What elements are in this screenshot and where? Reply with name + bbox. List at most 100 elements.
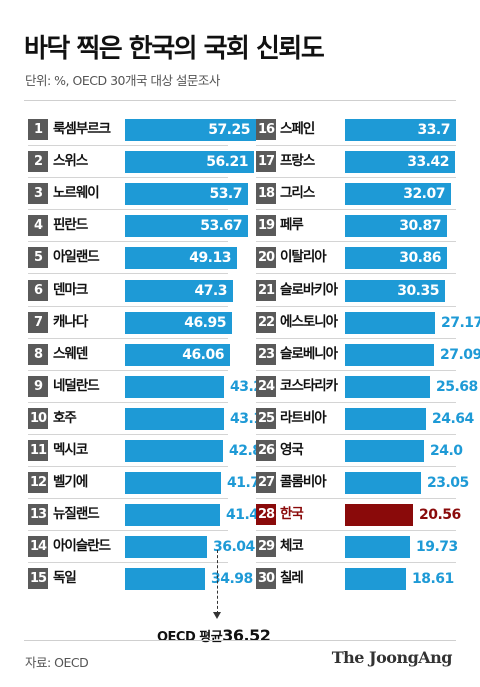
country-label: 독일: [53, 570, 77, 586]
average-label: OECD 평균36.52: [157, 626, 271, 645]
bar-mark: [345, 183, 451, 205]
rank-badge: 7: [28, 312, 48, 333]
country-label: 슬로바키아: [280, 282, 338, 298]
rank-badge: 15: [28, 568, 48, 589]
bar-mark: [345, 119, 456, 141]
data-label: 33.7: [417, 122, 450, 138]
row-divider: [28, 370, 228, 371]
data-label: 46.95: [184, 315, 226, 331]
top-divider: [24, 100, 456, 101]
data-label: 24.64: [432, 411, 474, 427]
country-label: 아일랜드: [53, 249, 100, 265]
bar-mark: [125, 376, 224, 398]
country-label: 스위스: [53, 153, 88, 169]
row-divider: [256, 530, 456, 531]
rank-badge: 18: [256, 183, 276, 204]
row-divider: [256, 306, 456, 307]
data-label: 43.2: [230, 379, 263, 395]
country-label: 콜롬비아: [280, 474, 327, 490]
country-label: 칠레: [280, 570, 304, 586]
country-label: 네덜란드: [53, 378, 100, 394]
data-label: 33.42: [407, 154, 449, 170]
country-label: 스웨덴: [53, 346, 88, 362]
country-label: 에스토니아: [280, 314, 338, 330]
row-divider: [28, 562, 228, 563]
rank-badge: 25: [256, 408, 276, 429]
data-label: 34.98: [211, 571, 253, 587]
country-label: 뉴질랜드: [53, 506, 100, 522]
chart-subtitle: 단위: %, OECD 30개국 대상 설문조사: [25, 73, 220, 88]
data-label: 53.7: [209, 186, 242, 202]
bar-mark: [345, 151, 455, 173]
row-divider: [256, 241, 456, 242]
rank-badge: 10: [28, 408, 48, 429]
row-divider: [28, 273, 228, 274]
row-divider: [28, 530, 228, 531]
bar-mark: [125, 344, 230, 366]
row-divider: [256, 209, 456, 210]
bar-mark: [345, 312, 435, 334]
bar-mark: [125, 408, 224, 430]
rank-badge: 23: [256, 344, 276, 365]
bar-mark: [345, 472, 421, 494]
row-divider: [256, 370, 456, 371]
data-label: 23.05: [427, 475, 469, 491]
chart-title: 바닥 찍은 한국의 국회 신뢰도: [24, 34, 325, 64]
rank-badge: 27: [256, 472, 276, 493]
data-label: 27.09: [440, 347, 480, 363]
rank-badge: 24: [256, 376, 276, 397]
rank-badge: 26: [256, 440, 276, 461]
row-divider: [28, 145, 228, 146]
bar-mark: [345, 376, 430, 398]
rank-badge: 12: [28, 472, 48, 493]
average-arrow-icon: [213, 612, 221, 619]
row-divider: [28, 498, 228, 499]
rank-badge: 8: [28, 344, 48, 365]
source-note: 자료: OECD: [25, 655, 89, 670]
rank-badge: 30: [256, 568, 276, 589]
row-divider: [256, 273, 456, 274]
bar-mark: [125, 472, 221, 494]
rank-badge: 4: [28, 215, 48, 236]
data-label: 30.86: [399, 250, 441, 266]
average-line: [217, 550, 218, 614]
data-label: 30.87: [399, 218, 441, 234]
row-divider: [28, 402, 228, 403]
bar-mark: [345, 408, 426, 430]
data-label: 53.67: [200, 218, 242, 234]
country-label: 한국: [280, 506, 304, 522]
data-label: 18.61: [412, 571, 454, 587]
bar-mark: [125, 312, 232, 334]
rank-badge: 2: [28, 151, 48, 172]
country-label: 호주: [53, 410, 77, 426]
rank-badge: 20: [256, 247, 276, 268]
rank-badge: 1: [28, 119, 48, 140]
row-divider: [28, 306, 228, 307]
country-label: 이탈리아: [280, 249, 327, 265]
row-divider: [28, 209, 228, 210]
rank-badge: 13: [28, 504, 48, 525]
bar-mark: [345, 536, 410, 558]
country-label: 캐나다: [53, 314, 88, 330]
bar-mark: [345, 247, 447, 269]
row-divider: [256, 562, 456, 563]
bar-mark: [345, 504, 413, 526]
row-divider: [256, 434, 456, 435]
country-label: 슬로베니아: [280, 346, 338, 362]
row-divider: [28, 177, 228, 178]
country-label: 덴마크: [53, 282, 88, 298]
rank-badge: 3: [28, 183, 48, 204]
data-label: 32.07: [403, 186, 445, 202]
country-label: 페루: [280, 217, 304, 233]
data-label: 47.3: [194, 283, 227, 299]
country-label: 영국: [280, 442, 304, 458]
data-label: 49.13: [189, 250, 231, 266]
rank-badge: 28: [256, 504, 276, 525]
rank-badge: 17: [256, 151, 276, 172]
bar-mark: [125, 568, 205, 590]
country-label: 체코: [280, 538, 304, 554]
data-label: 27.17: [441, 315, 480, 331]
country-label: 벨기에: [53, 474, 88, 490]
bar-mark: [125, 215, 248, 237]
